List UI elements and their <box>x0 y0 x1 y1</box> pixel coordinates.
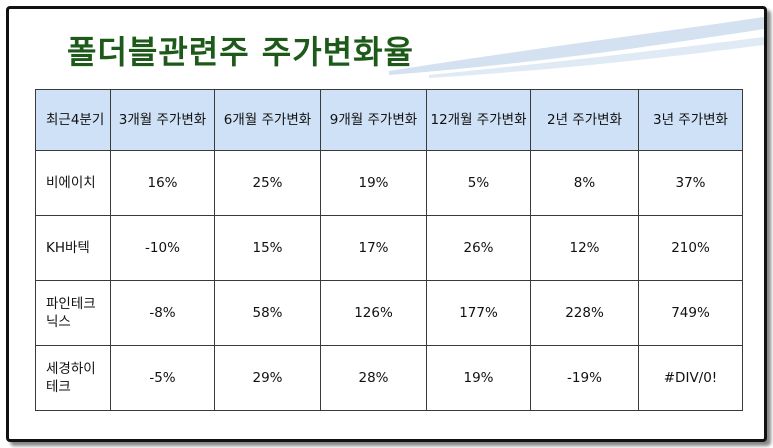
header-cell-9m: 9개월 주가변화 <box>320 89 427 151</box>
value-cell: 26% <box>426 215 531 281</box>
table-row: 파인테크닉스 -8% 58% 126% 177% 228% 749% <box>35 280 743 346</box>
value-cell: 19% <box>426 345 531 411</box>
value-cell: #DIV/0! <box>638 345 743 411</box>
value-cell: 228% <box>530 280 639 346</box>
value-cell: 58% <box>214 280 321 346</box>
value-cell: 12% <box>530 215 639 281</box>
table-row: 세경하이테크 -5% 29% 28% 19% -19% #DIV/0! <box>35 345 743 411</box>
value-cell: 749% <box>638 280 743 346</box>
value-cell: 19% <box>320 150 427 216</box>
header-cell-2y: 2년 주가변화 <box>530 89 639 151</box>
value-cell: 15% <box>214 215 321 281</box>
company-name: 세경하이테크 <box>35 345 111 411</box>
table-row: 비에이치 16% 25% 19% 5% 8% 37% <box>35 150 743 216</box>
value-cell: 28% <box>320 345 427 411</box>
header-cell-12m: 12개월 주가변화 <box>426 89 531 151</box>
value-cell: 29% <box>214 345 321 411</box>
value-cell: 16% <box>110 150 215 216</box>
value-cell: 210% <box>638 215 743 281</box>
value-cell: 17% <box>320 215 427 281</box>
value-cell: 8% <box>530 150 639 216</box>
value-cell: 5% <box>426 150 531 216</box>
header-cell-3m: 3개월 주가변화 <box>110 89 215 151</box>
value-cell: -19% <box>530 345 639 411</box>
table-header-row: 최근4분기 3개월 주가변화 6개월 주가변화 9개월 주가변화 12개월 주가… <box>35 89 743 151</box>
header-cell-3y: 3년 주가변화 <box>638 89 743 151</box>
value-cell: 25% <box>214 150 321 216</box>
table-row: KH바텍 -10% 15% 17% 26% 12% 210% <box>35 215 743 281</box>
slide: 폴더블관련주 주가변화율 최근4분기 3개월 주가변화 6개월 주가변화 9개월… <box>6 6 767 442</box>
value-cell: 37% <box>638 150 743 216</box>
value-cell: 126% <box>320 280 427 346</box>
decorative-swoosh <box>389 17 764 78</box>
value-cell: -10% <box>110 215 215 281</box>
page-title: 폴더블관련주 주가변화율 <box>67 33 414 71</box>
company-name: 비에이치 <box>35 150 111 216</box>
value-cell: -5% <box>110 345 215 411</box>
price-change-table: 최근4분기 3개월 주가변화 6개월 주가변화 9개월 주가변화 12개월 주가… <box>35 89 743 411</box>
company-name: KH바텍 <box>35 215 111 281</box>
company-name: 파인테크닉스 <box>35 280 111 346</box>
header-cell-6m: 6개월 주가변화 <box>214 89 321 151</box>
value-cell: 177% <box>426 280 531 346</box>
value-cell: -8% <box>110 280 215 346</box>
header-cell-period: 최근4분기 <box>35 89 111 151</box>
